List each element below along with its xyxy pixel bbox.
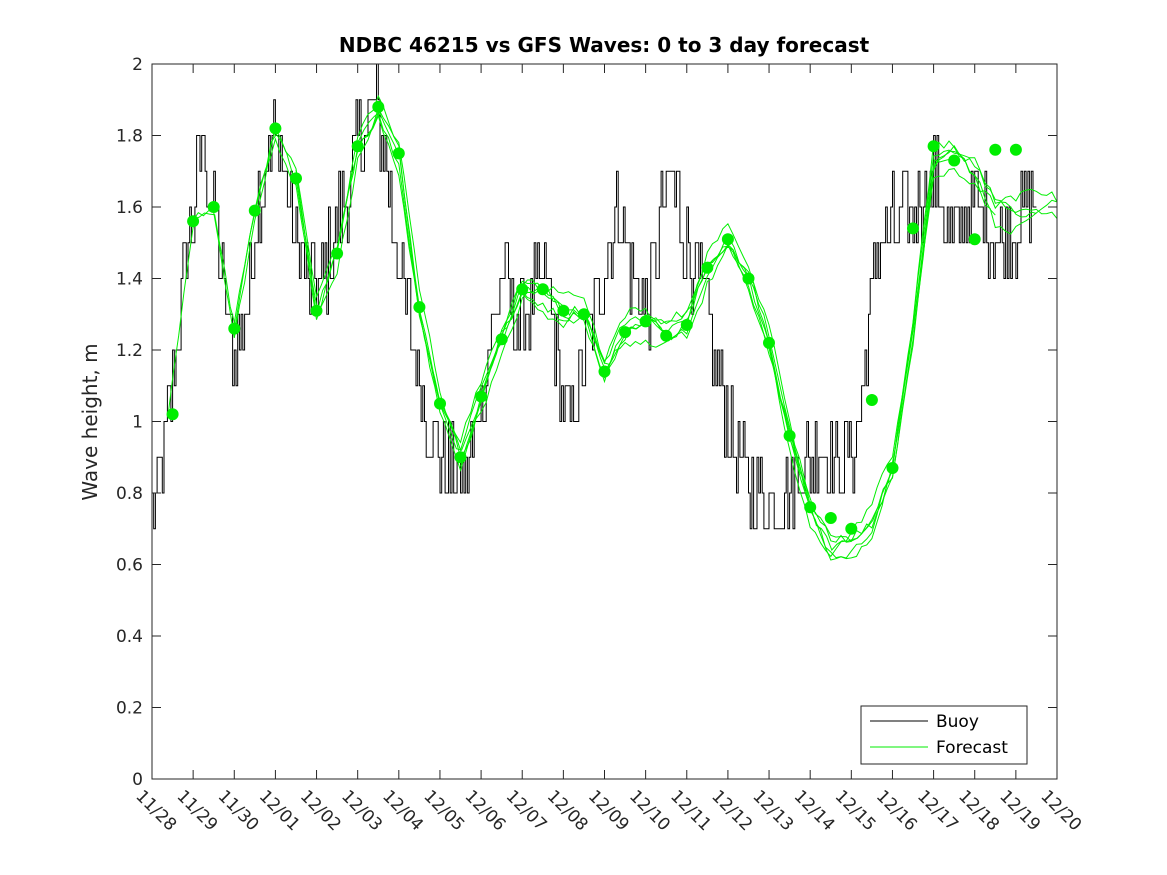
forecast-point bbox=[557, 304, 570, 317]
y-tick-label: 2 bbox=[132, 55, 143, 75]
legend-buoy-label: Buoy bbox=[936, 712, 979, 732]
y-tick-label: 0.6 bbox=[116, 556, 143, 576]
forecast-point bbox=[1009, 143, 1022, 156]
forecast-point bbox=[310, 304, 323, 317]
forecast-series-line bbox=[168, 111, 956, 551]
forecast-point bbox=[907, 222, 919, 235]
forecast-point bbox=[413, 301, 426, 314]
forecast-point bbox=[804, 501, 817, 514]
y-tick-label: 1.4 bbox=[116, 270, 143, 290]
forecast-point bbox=[845, 522, 858, 535]
y-tick-label: 1.6 bbox=[116, 198, 143, 218]
forecast-point bbox=[721, 233, 734, 246]
forecast-point bbox=[577, 308, 590, 321]
forecast-point bbox=[207, 201, 220, 213]
forecast-point bbox=[454, 451, 467, 464]
forecast-point bbox=[701, 261, 714, 274]
y-tick-label: 1.8 bbox=[116, 127, 143, 147]
y-tick-label: 1.2 bbox=[116, 341, 143, 361]
forecast-point bbox=[660, 329, 673, 342]
forecast-point bbox=[269, 122, 282, 135]
forecast-point bbox=[495, 333, 508, 346]
forecast-point bbox=[886, 462, 899, 474]
forecast-series-line bbox=[357, 114, 1057, 561]
forecast-point bbox=[783, 429, 796, 442]
forecast-point bbox=[248, 204, 261, 217]
forecast-point bbox=[968, 233, 981, 246]
forecast-point bbox=[680, 319, 693, 331]
legend: Buoy Forecast bbox=[860, 705, 1028, 765]
forecast-point bbox=[742, 272, 755, 285]
forecast-point bbox=[331, 247, 344, 260]
forecast-point bbox=[927, 140, 940, 153]
forecast-point bbox=[392, 147, 405, 160]
y-tick-label: 0.2 bbox=[116, 699, 143, 719]
forecast-point bbox=[187, 215, 200, 228]
chart-title: NDBC 46215 vs GFS Waves: 0 to 3 day fore… bbox=[339, 33, 870, 57]
forecast-point bbox=[598, 365, 611, 378]
forecast-point bbox=[290, 172, 302, 185]
y-tick-label: 0 bbox=[132, 770, 143, 790]
forecast-point bbox=[989, 143, 1002, 156]
forecast-point bbox=[824, 512, 837, 524]
forecast-point bbox=[536, 283, 549, 296]
forecast-point bbox=[865, 394, 878, 406]
buoy-series-line bbox=[152, 64, 1037, 530]
forecast-point bbox=[639, 315, 652, 328]
forecast-point bbox=[763, 336, 775, 349]
forecast-point bbox=[516, 283, 529, 296]
y-tick-label: 1 bbox=[132, 413, 143, 433]
forecast-point bbox=[372, 100, 385, 113]
forecast-point bbox=[166, 408, 179, 421]
forecast-point bbox=[351, 140, 364, 153]
forecast-point bbox=[475, 390, 488, 403]
forecast-point bbox=[434, 397, 446, 410]
forecast-point bbox=[619, 326, 632, 339]
y-axis-title: Wave height, m bbox=[78, 343, 102, 500]
forecast-series-line bbox=[192, 111, 996, 559]
legend-box bbox=[860, 705, 1028, 765]
forecast-point bbox=[948, 154, 961, 167]
y-tick-label: 0.4 bbox=[116, 627, 143, 647]
y-tick-label: 0.8 bbox=[116, 484, 143, 504]
plot-area bbox=[152, 64, 1057, 561]
legend-forecast-label: Forecast bbox=[936, 738, 1008, 758]
forecast-point bbox=[228, 322, 241, 335]
